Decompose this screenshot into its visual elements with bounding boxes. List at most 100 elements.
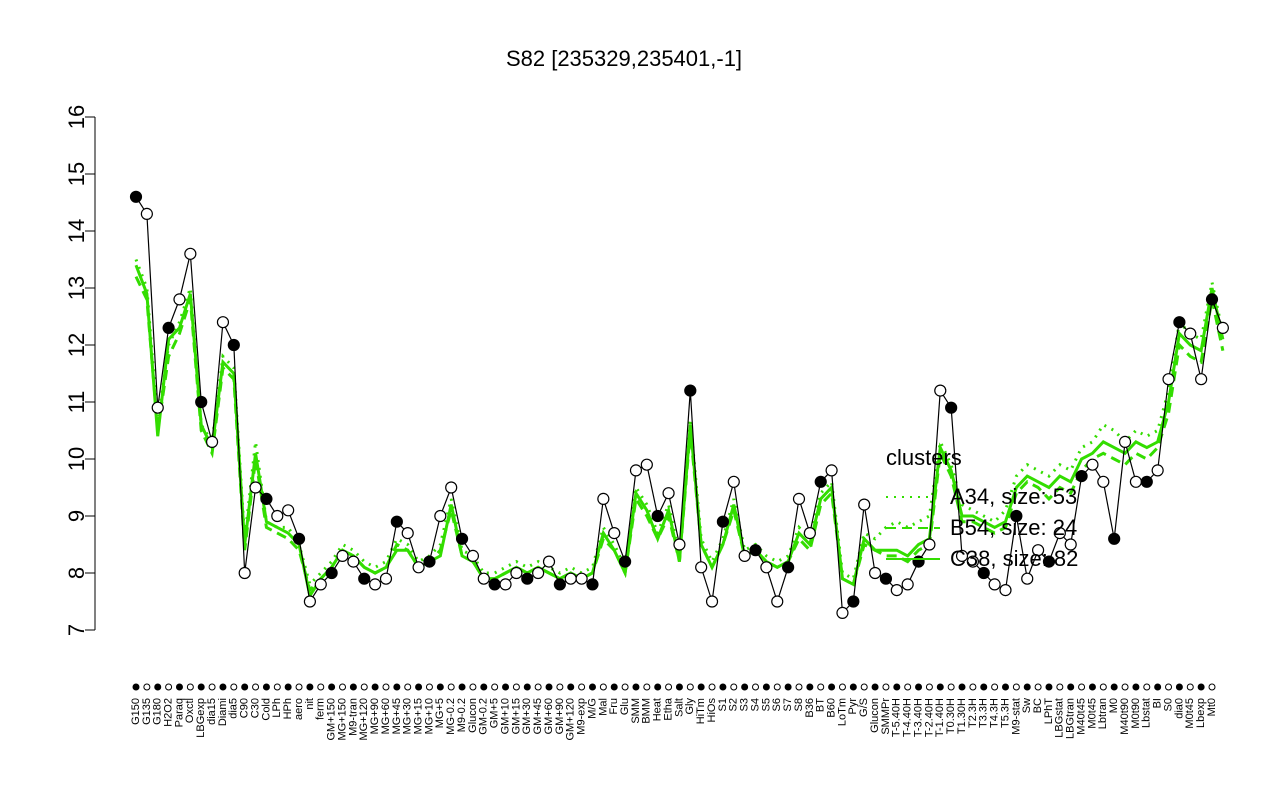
x-tick-marker	[752, 683, 760, 691]
data-point	[1086, 458, 1099, 471]
x-tick-marker	[241, 683, 249, 691]
data-point	[303, 595, 316, 608]
x-tick-marker	[252, 683, 260, 691]
x-tick-label: Glucon	[869, 698, 881, 733]
x-tick-label: BC	[1032, 698, 1044, 713]
x-tick-label: G135	[141, 698, 153, 725]
x-tick-marker	[545, 683, 553, 691]
x-tick-marker	[708, 683, 716, 691]
x-tick-marker	[567, 683, 575, 691]
x-tick-label: Diami	[217, 698, 229, 726]
y-tick-label: 12	[64, 333, 89, 357]
x-tick-label: T5.3H	[999, 698, 1011, 728]
data-point	[673, 538, 686, 551]
data-point	[966, 555, 979, 568]
x-tick-label: T-2.40H	[923, 698, 935, 737]
x-tick-marker	[491, 683, 499, 691]
x-tick-label: T1.30H	[956, 698, 968, 734]
data-point	[945, 401, 958, 414]
x-tick-marker	[904, 683, 912, 691]
data-point	[1021, 572, 1034, 585]
x-tick-label: LoTm	[836, 698, 848, 726]
x-tick-marker	[654, 683, 662, 691]
x-tick-label: MG+15	[412, 698, 424, 734]
data-point	[760, 561, 773, 574]
x-tick-marker	[588, 683, 596, 691]
x-tick-label: MG+30	[402, 698, 414, 734]
x-tick-label: Lbexp	[1195, 698, 1207, 728]
data-point	[999, 583, 1012, 597]
x-tick-marker	[1121, 683, 1129, 691]
x-tick-marker	[621, 683, 629, 691]
x-tick-marker	[523, 683, 531, 691]
x-tick-label: Etha	[662, 697, 674, 721]
data-points	[129, 190, 1229, 620]
x-tick-label: M0t45	[1086, 698, 1098, 729]
data-point	[847, 595, 860, 608]
x-tick-marker	[219, 683, 227, 691]
x-tick-marker	[1197, 683, 1205, 691]
data-point	[379, 572, 393, 585]
x-tick-label: Fru	[608, 698, 620, 715]
x-tick-label: dia5	[228, 698, 240, 719]
x-tick-label: Pyr	[847, 698, 859, 715]
x-tick-label: T-3.40H	[912, 698, 924, 737]
data-point	[695, 561, 708, 574]
x-tick-label: Gly	[684, 698, 696, 715]
x-tick-label: GM+10	[499, 698, 511, 734]
x-tick-marker	[1110, 683, 1118, 691]
x-tick-marker	[1165, 683, 1173, 691]
x-tick-marker	[849, 683, 857, 691]
x-tick-label: GM-0.2	[478, 698, 490, 735]
data-point	[988, 578, 1001, 591]
x-tick-label: BMM	[641, 698, 653, 724]
data-point	[608, 526, 621, 540]
data-point	[271, 509, 284, 523]
x-tick-marker	[1078, 683, 1086, 691]
data-point	[1173, 316, 1186, 329]
x-tick-label: B60	[826, 698, 838, 718]
y-tick-label: 8	[64, 567, 89, 579]
x-tick-marker	[882, 683, 890, 691]
data-point	[260, 492, 273, 505]
y-tick-label: 9	[64, 510, 89, 522]
x-tick-label: dia0	[1173, 698, 1185, 719]
x-tick-marker	[534, 683, 542, 691]
data-point	[325, 566, 338, 580]
x-tick-label: T0.30H	[945, 698, 957, 734]
x-tick-label: MG+90	[369, 698, 381, 734]
x-tick-marker	[643, 683, 651, 691]
x-tick-label: T2.3H	[967, 698, 979, 728]
data-point	[814, 475, 827, 488]
data-point	[803, 526, 816, 540]
x-tick-label: MG+45	[391, 698, 403, 734]
data-point	[1205, 293, 1219, 306]
data-point	[923, 538, 936, 551]
x-tick-marker	[360, 683, 368, 691]
data-point	[1216, 321, 1229, 334]
x-tick-label: S4	[749, 698, 761, 711]
data-point	[445, 481, 458, 494]
x-tick-marker	[1045, 683, 1053, 691]
data-point	[586, 578, 599, 591]
x-tick-label: S1	[717, 698, 729, 711]
data-point	[640, 458, 653, 471]
data-point	[238, 566, 251, 580]
x-tick-label: LBGstat	[1054, 698, 1066, 738]
x-tick-marker	[762, 683, 770, 691]
x-tick-marker	[469, 683, 477, 691]
x-tick-label: T-4.40H	[902, 698, 914, 737]
y-tick-label: 13	[64, 276, 89, 300]
x-tick-label: Paraq	[173, 698, 185, 727]
legend-label-a: A34, size: 53	[950, 484, 1077, 509]
data-point	[651, 509, 664, 523]
x-tick-marker	[697, 683, 705, 691]
data-point	[836, 606, 849, 620]
x-tick-label: LPhT	[1043, 698, 1055, 725]
data-point	[423, 555, 436, 568]
x-tick-label: M40t45	[1075, 698, 1087, 735]
x-tick-marker	[958, 683, 966, 691]
data-point	[1064, 538, 1077, 551]
data-point	[227, 338, 240, 352]
data-point	[1108, 532, 1121, 545]
